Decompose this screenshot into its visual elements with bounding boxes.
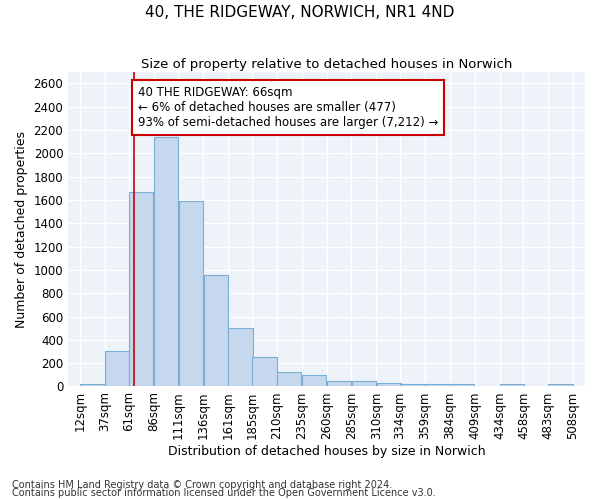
Title: Size of property relative to detached houses in Norwich: Size of property relative to detached ho… xyxy=(141,58,512,70)
Text: 40 THE RIDGEWAY: 66sqm
← 6% of detached houses are smaller (477)
93% of semi-det: 40 THE RIDGEWAY: 66sqm ← 6% of detached … xyxy=(138,86,438,128)
Bar xyxy=(352,380,376,386)
X-axis label: Distribution of detached houses by size in Norwich: Distribution of detached houses by size … xyxy=(168,444,485,458)
Bar xyxy=(80,384,104,386)
Bar xyxy=(203,274,228,386)
Bar xyxy=(500,384,524,386)
Bar xyxy=(450,384,475,386)
Bar xyxy=(179,201,203,386)
Bar xyxy=(154,137,178,386)
Bar xyxy=(425,384,449,386)
Bar xyxy=(105,352,130,386)
Text: Contains HM Land Registry data © Crown copyright and database right 2024.: Contains HM Land Registry data © Crown c… xyxy=(12,480,392,490)
Text: 40, THE RIDGEWAY, NORWICH, NR1 4ND: 40, THE RIDGEWAY, NORWICH, NR1 4ND xyxy=(145,5,455,20)
Bar xyxy=(129,192,154,386)
Bar xyxy=(548,384,573,386)
Y-axis label: Number of detached properties: Number of detached properties xyxy=(15,130,28,328)
Bar xyxy=(252,358,277,386)
Bar xyxy=(229,328,253,386)
Bar xyxy=(277,372,301,386)
Text: Contains public sector information licensed under the Open Government Licence v3: Contains public sector information licen… xyxy=(12,488,436,498)
Bar xyxy=(377,383,401,386)
Bar xyxy=(302,375,326,386)
Bar xyxy=(400,384,425,386)
Bar xyxy=(327,380,351,386)
